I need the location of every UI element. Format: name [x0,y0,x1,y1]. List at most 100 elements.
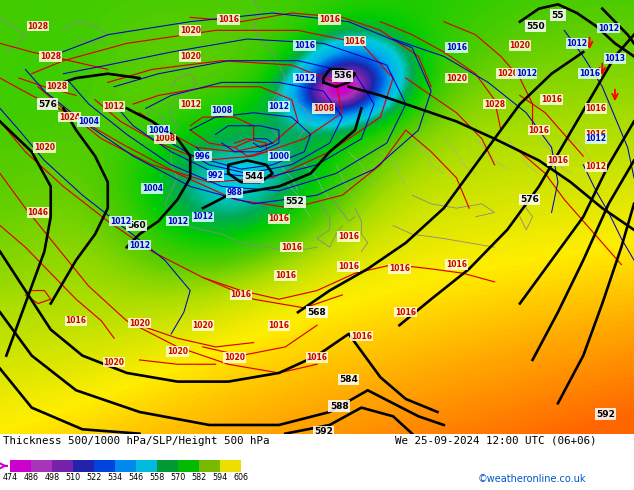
Text: 594: 594 [212,473,228,482]
Text: 1028: 1028 [27,22,49,30]
Bar [73,460,94,472]
Text: 1004: 1004 [78,117,100,126]
Bar [10,460,31,472]
Text: 536: 536 [333,72,352,80]
Bar [115,460,136,472]
Text: 1012: 1012 [294,74,315,82]
Text: 1020: 1020 [167,347,188,356]
Text: 550: 550 [526,22,545,30]
Text: 1012: 1012 [110,217,131,226]
Text: 1012: 1012 [566,39,588,48]
Bar [178,460,199,472]
Text: 558: 558 [150,473,165,482]
Text: 592: 592 [596,410,615,418]
Text: 534: 534 [107,473,122,482]
Text: 1004: 1004 [148,125,169,135]
Text: 582: 582 [191,473,207,482]
Text: 552: 552 [285,197,304,206]
Text: 592: 592 [314,427,333,436]
Text: 1008: 1008 [211,106,233,115]
Text: 1016: 1016 [319,15,340,24]
Text: 1016: 1016 [268,321,290,330]
Text: 1020: 1020 [103,358,125,367]
Text: 1024: 1024 [59,113,81,122]
Text: 560: 560 [127,221,146,230]
Text: 1012: 1012 [103,102,125,111]
Text: 1016: 1016 [585,104,607,113]
Text: 1012: 1012 [268,102,290,111]
Text: 1016: 1016 [268,215,290,223]
Text: 1020: 1020 [192,321,214,330]
Text: 1016: 1016 [446,260,467,269]
Text: 1028: 1028 [40,52,61,61]
Text: Thickness 500/1000 hPa/SLP/Height 500 hPa: Thickness 500/1000 hPa/SLP/Height 500 hP… [3,436,269,446]
Text: 588: 588 [330,402,349,411]
Bar [31,460,52,472]
Text: 1012: 1012 [179,99,201,109]
Text: 1020: 1020 [129,318,150,328]
Text: 1016: 1016 [541,95,562,104]
Text: 606: 606 [233,473,249,482]
Text: 1028: 1028 [484,99,505,109]
Text: 992: 992 [208,171,223,180]
Text: 1016: 1016 [351,332,372,341]
Text: 1016: 1016 [446,43,467,52]
Text: 1004: 1004 [141,184,163,193]
Text: 568: 568 [307,308,327,317]
Bar [199,460,220,472]
Text: 570: 570 [171,473,186,482]
Text: 1016: 1016 [344,37,366,46]
Bar [220,460,241,472]
Text: 1016: 1016 [338,262,359,271]
Text: 1008: 1008 [313,104,334,113]
Text: 1016: 1016 [281,243,302,252]
Text: 510: 510 [65,473,81,482]
Bar [52,460,73,472]
Text: 1016: 1016 [275,271,296,280]
Bar [136,460,157,472]
Text: 1046: 1046 [27,208,49,217]
Text: 1016: 1016 [217,15,239,24]
Text: 1016: 1016 [338,232,359,241]
Text: 1016: 1016 [65,317,87,325]
Text: 576: 576 [38,99,57,109]
Text: 1020: 1020 [179,26,201,35]
Text: 1012: 1012 [515,69,537,78]
Text: 1000: 1000 [268,151,290,161]
Text: 1016: 1016 [395,308,417,317]
Text: 1012: 1012 [167,217,188,226]
Text: 1012: 1012 [585,163,607,172]
Text: 522: 522 [86,473,101,482]
Text: 1020: 1020 [179,52,201,61]
Text: 1020: 1020 [509,41,531,50]
Text: ©weatheronline.co.uk: ©weatheronline.co.uk [478,474,586,484]
Text: 1016: 1016 [528,125,550,135]
Text: 486: 486 [23,473,39,482]
Text: 1012: 1012 [192,212,214,221]
Text: 1012: 1012 [598,24,619,33]
Text: 546: 546 [129,473,143,482]
Text: 988: 988 [226,189,243,197]
Text: 544: 544 [244,172,263,181]
Bar [94,460,115,472]
Text: 474: 474 [3,473,18,482]
Text: 996: 996 [195,151,210,161]
Text: 498: 498 [44,473,60,482]
Text: 1016: 1016 [294,41,315,50]
Text: 1012: 1012 [129,241,150,249]
Text: 1020: 1020 [224,353,245,362]
Bar [157,460,178,472]
Text: 1016: 1016 [230,291,252,299]
Text: 1013: 1013 [604,54,626,63]
Text: 1016: 1016 [585,130,607,139]
Text: 1016: 1016 [389,265,410,273]
Text: We 25-09-2024 12:00 UTC (06+06): We 25-09-2024 12:00 UTC (06+06) [395,436,597,446]
Text: 1016: 1016 [547,156,569,165]
Text: 1016: 1016 [306,353,328,362]
Text: 1020: 1020 [496,69,518,78]
Text: 1028: 1028 [46,82,68,91]
Text: 1020: 1020 [34,143,55,152]
Text: 1016: 1016 [579,69,600,78]
Text: 584: 584 [339,375,358,384]
Text: 1012: 1012 [585,134,607,143]
